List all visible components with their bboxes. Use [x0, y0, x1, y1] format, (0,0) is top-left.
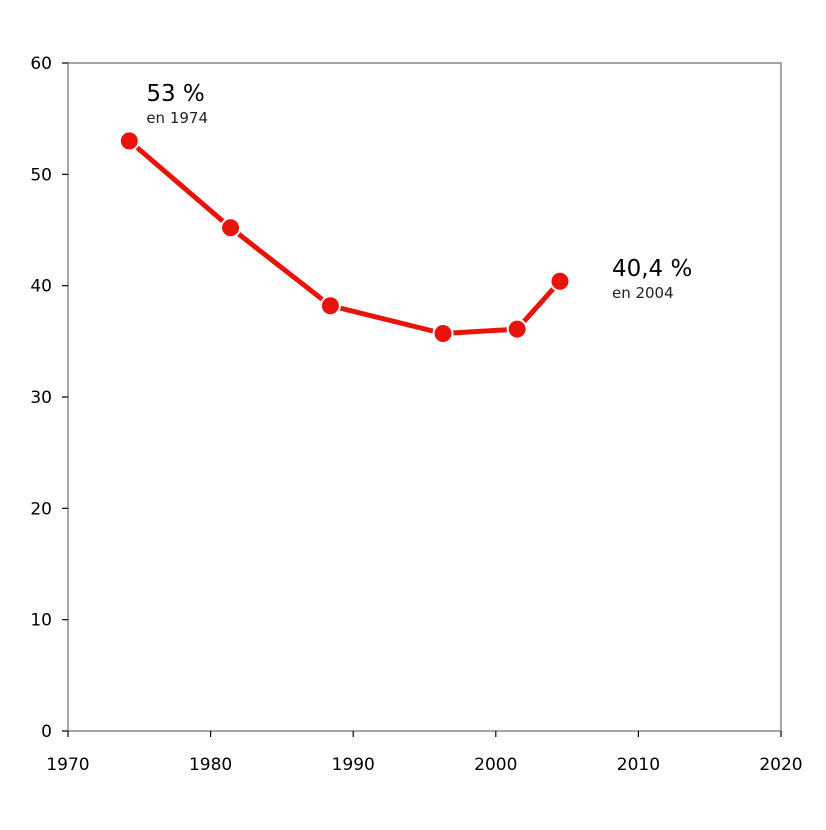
y-tick-label: 50 [30, 165, 52, 185]
y-tick-label: 40 [30, 277, 52, 297]
data-point [319, 295, 341, 317]
x-tick-label: 2020 [759, 755, 802, 775]
y-tick-label: 60 [30, 54, 52, 74]
annotations: 53 % en 1974 40,4 % en 2004 [146, 81, 692, 302]
data-point [220, 217, 242, 239]
y-tick-label: 10 [30, 611, 52, 631]
x-tick-label: 1970 [46, 755, 89, 775]
annotation-year: en 2004 [612, 284, 674, 302]
y-tick-label: 0 [41, 722, 52, 742]
annotation-value: 53 % [146, 81, 204, 107]
series-line [126, 138, 563, 336]
data-point [506, 318, 528, 340]
x-tick-label: 1980 [189, 755, 232, 775]
x-axis: 1970 1980 1990 2000 2010 2020 [46, 731, 803, 775]
x-tick-label: 2000 [474, 755, 517, 775]
y-tick-label: 30 [30, 388, 52, 408]
y-axis: 0 10 20 30 40 50 60 [30, 54, 68, 742]
series-group [118, 130, 571, 345]
plot-frame [67, 62, 782, 732]
x-tick-label: 1990 [332, 755, 375, 775]
data-point [118, 130, 140, 152]
data-point [549, 270, 571, 292]
annotation-year: en 1974 [146, 109, 208, 127]
y-tick-label: 20 [30, 499, 52, 519]
x-tick-label: 2010 [617, 755, 660, 775]
data-point [432, 323, 454, 345]
annotation-value: 40,4 % [612, 256, 692, 282]
